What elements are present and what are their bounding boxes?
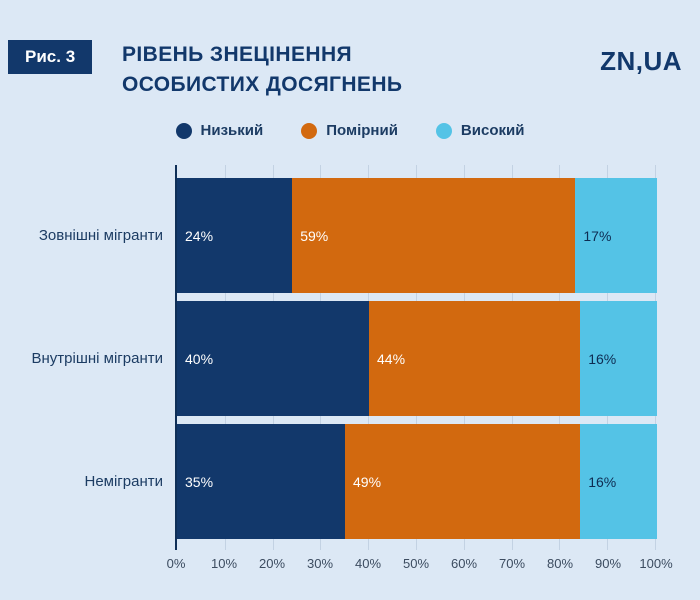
x-axis-tick-label: 90% <box>594 556 622 571</box>
legend-item: Помірний <box>301 122 398 139</box>
x-axis-tick-label: 60% <box>450 556 478 571</box>
legend-swatch <box>175 122 192 139</box>
bar-segment: 44% <box>369 301 581 416</box>
segment-value-label: 17% <box>583 227 612 244</box>
bar-segment: 24% <box>177 178 293 293</box>
category-label: Зовнішні мігранти <box>38 227 163 244</box>
x-axis-tick-label: 30% <box>306 556 334 571</box>
segment-value-label: 44% <box>377 350 406 367</box>
chart-title: РІВЕНЬ ЗНЕЦІНЕННЯ ОСОБИСТИХ ДОСЯГНЕНЬ <box>122 40 402 101</box>
x-axis-labels: 0% 10% 20% 30% 40% 50% 60% 70% 80% 90% 100% <box>167 556 673 574</box>
chart-title-line2: ОСОБИСТИХ ДОСЯГНЕНЬ <box>122 73 403 97</box>
bar-segment: 40% <box>177 301 369 416</box>
legend-label: Низький <box>200 122 264 139</box>
bar-segment: 35% <box>177 424 345 539</box>
x-axis-tick-label: 40% <box>354 556 382 571</box>
x-axis-tick-label: 80% <box>546 556 574 571</box>
bar-row: 35% 49% 16% <box>177 424 657 539</box>
legend-label: Високий <box>460 122 525 139</box>
chart-title-line1: РІВЕНЬ ЗНЕЦІНЕННЯ <box>122 43 353 66</box>
category-label: Внутрішні мігранти <box>31 350 163 367</box>
category-label: Немігранти <box>84 473 163 490</box>
x-axis-tick-label: 70% <box>498 556 526 571</box>
bar-segment: 49% <box>345 424 581 539</box>
x-axis-tick-label: 0% <box>166 556 186 571</box>
figure-badge: Рис. 3 <box>8 40 93 74</box>
zn-ua-logo: ZN,UA <box>600 46 682 76</box>
bar-segment: 16% <box>580 301 657 416</box>
legend-item: Низький <box>175 122 264 139</box>
bar-rows: 24% 59% 17% 40% 44% 16% 35% 49% 16% <box>177 178 657 547</box>
segment-value-label: 24% <box>185 227 214 244</box>
legend-label: Помірний <box>326 122 398 139</box>
bar-row: 40% 44% 16% <box>177 301 657 416</box>
segment-value-label: 49% <box>353 473 382 490</box>
bar-segment: 16% <box>580 424 657 539</box>
segment-value-label: 35% <box>185 473 214 490</box>
legend: Низький Помірний Високий <box>0 122 700 139</box>
legend-swatch <box>301 122 318 139</box>
segment-value-label: 16% <box>588 473 617 490</box>
segment-value-label: 59% <box>300 227 329 244</box>
segment-value-label: 16% <box>588 350 617 367</box>
bar-segment: 59% <box>292 178 576 293</box>
bar-row: 24% 59% 17% <box>177 178 657 293</box>
x-axis-tick-label: 20% <box>258 556 286 571</box>
x-axis-tick-label: 10% <box>210 556 238 571</box>
legend-swatch <box>435 122 452 139</box>
category-labels-column: Зовнішні мігранти Внутрішні мігранти Неміг… <box>0 178 163 547</box>
x-axis-tick-label: 50% <box>402 556 430 571</box>
segment-value-label: 40% <box>185 350 214 367</box>
x-axis-tick-label: 100% <box>639 556 673 571</box>
bar-segment: 17% <box>575 178 657 293</box>
legend-item: Високий <box>435 122 525 139</box>
